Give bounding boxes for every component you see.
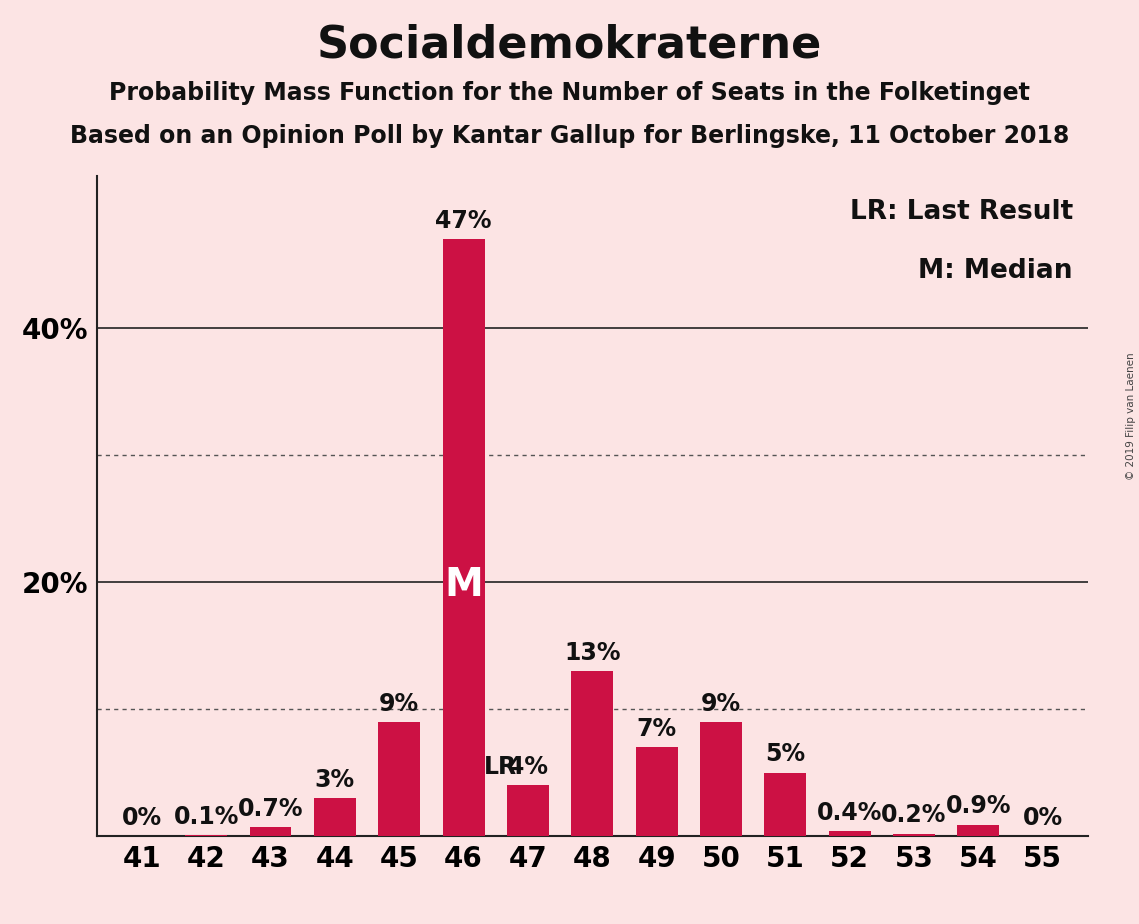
Text: 0.9%: 0.9% (945, 795, 1011, 819)
Text: 0.7%: 0.7% (238, 797, 303, 821)
Bar (958, 825, 999, 836)
Text: 7%: 7% (637, 717, 677, 741)
Text: M: M (444, 566, 483, 604)
Text: Socialdemokraterne: Socialdemokraterne (317, 23, 822, 67)
Text: LR: LR (484, 755, 517, 779)
Bar (764, 772, 806, 836)
Text: Probability Mass Function for the Number of Seats in the Folketinget: Probability Mass Function for the Number… (109, 81, 1030, 105)
Text: M: Median: M: Median (918, 258, 1073, 285)
Text: 9%: 9% (700, 691, 741, 715)
Bar (893, 833, 935, 836)
Text: 9%: 9% (379, 691, 419, 715)
Text: 0.2%: 0.2% (882, 803, 947, 827)
Text: 0%: 0% (1023, 806, 1063, 830)
Bar (829, 832, 870, 836)
Text: 3%: 3% (314, 768, 355, 792)
Text: LR: Last Result: LR: Last Result (850, 199, 1073, 225)
Bar (572, 671, 613, 836)
Text: 5%: 5% (765, 742, 805, 766)
Bar (186, 835, 227, 836)
Text: Based on an Opinion Poll by Kantar Gallup for Berlingske, 11 October 2018: Based on an Opinion Poll by Kantar Gallu… (69, 124, 1070, 148)
Bar (314, 798, 355, 836)
Text: © 2019 Filip van Laenen: © 2019 Filip van Laenen (1126, 352, 1136, 480)
Text: 4%: 4% (508, 755, 548, 779)
Text: 0.4%: 0.4% (817, 801, 883, 825)
Text: 47%: 47% (435, 209, 492, 233)
Text: 0.1%: 0.1% (173, 805, 239, 829)
Bar (700, 722, 741, 836)
Bar (636, 748, 678, 836)
Text: 0%: 0% (122, 806, 162, 830)
Text: 13%: 13% (564, 640, 621, 664)
Bar (443, 239, 484, 836)
Bar (378, 722, 420, 836)
Bar (249, 827, 292, 836)
Bar (507, 785, 549, 836)
